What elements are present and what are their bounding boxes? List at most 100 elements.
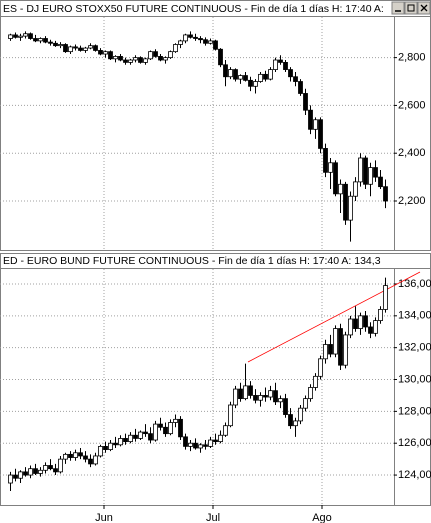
candle-body bbox=[193, 36, 198, 39]
candle-body bbox=[188, 442, 193, 447]
candle-body bbox=[238, 75, 243, 80]
y-tick-label: 2,200 bbox=[398, 195, 426, 207]
candle-body bbox=[18, 35, 23, 38]
candle-body bbox=[58, 44, 63, 47]
candle-body bbox=[113, 56, 118, 60]
candle-body bbox=[288, 69, 293, 78]
candle-body bbox=[263, 73, 268, 80]
y-tick-label: 130,00 bbox=[398, 373, 431, 385]
candle-body bbox=[143, 431, 148, 435]
candle-body bbox=[23, 471, 28, 476]
candle-body bbox=[333, 162, 338, 195]
close-icon bbox=[420, 4, 428, 12]
candle-body bbox=[138, 57, 143, 63]
candle-body bbox=[253, 81, 258, 87]
candle-body bbox=[103, 445, 108, 450]
candle-body bbox=[208, 40, 213, 44]
candle-body bbox=[378, 309, 383, 321]
candle-body bbox=[158, 423, 163, 428]
x-tick-label: Ago bbox=[312, 512, 332, 523]
candle-body bbox=[148, 433, 153, 441]
candle-body bbox=[338, 328, 343, 366]
candle-body bbox=[198, 444, 203, 449]
candle-body bbox=[113, 442, 118, 446]
candle-body bbox=[298, 81, 303, 94]
candle-body bbox=[303, 398, 308, 409]
candle-body bbox=[378, 176, 383, 188]
candle-body bbox=[143, 58, 148, 63]
x-tick-label: Jun bbox=[95, 512, 113, 523]
candle-body bbox=[158, 56, 163, 61]
candle-body bbox=[358, 157, 363, 183]
candle-body bbox=[303, 93, 308, 111]
candle-body bbox=[328, 162, 333, 173]
panel-title: ED - EURO BUND FUTURE CONTINUOUS - Fin d… bbox=[3, 255, 381, 267]
window-buttons[interactable] bbox=[391, 1, 431, 15]
candle-body bbox=[83, 455, 88, 460]
candle-body bbox=[88, 458, 93, 465]
y-tick-label: 134,00 bbox=[398, 310, 431, 322]
candle-body bbox=[373, 167, 378, 178]
candle-body bbox=[118, 56, 123, 61]
candle-body bbox=[168, 51, 173, 59]
candle-body bbox=[368, 326, 373, 334]
candle-body bbox=[348, 318, 353, 336]
title-bar bbox=[1, 254, 430, 268]
candle-body bbox=[268, 390, 273, 398]
candle-body bbox=[28, 33, 33, 39]
candle-body bbox=[83, 47, 88, 51]
maximize-icon bbox=[407, 4, 415, 12]
candle-body bbox=[123, 438, 128, 443]
candle-body bbox=[383, 186, 388, 202]
candle-body bbox=[203, 39, 208, 44]
candle-body bbox=[363, 315, 368, 328]
candle-body bbox=[8, 34, 13, 39]
candle-body bbox=[258, 395, 263, 401]
y-tick-label: 128,00 bbox=[398, 405, 431, 417]
candle-body bbox=[213, 439, 218, 443]
candle-body bbox=[293, 76, 298, 82]
candle-body bbox=[8, 474, 13, 484]
candle-body bbox=[98, 445, 103, 457]
candle-body bbox=[93, 455, 98, 465]
candle-body bbox=[53, 42, 58, 47]
candle-body bbox=[318, 119, 323, 149]
candle-body bbox=[43, 38, 48, 43]
candle-body bbox=[193, 442, 198, 449]
candle-body bbox=[243, 385, 248, 400]
candle-body bbox=[48, 465, 53, 470]
candle-body bbox=[183, 436, 188, 447]
candle-body bbox=[293, 420, 298, 427]
candle-body bbox=[313, 119, 318, 130]
candle-body bbox=[58, 458, 63, 473]
candle-body bbox=[153, 51, 158, 57]
candle-body bbox=[228, 404, 233, 427]
candle-body bbox=[128, 59, 133, 63]
candle-body bbox=[228, 69, 233, 78]
candle-body bbox=[93, 45, 98, 51]
candle-body bbox=[18, 471, 23, 479]
candle-body bbox=[148, 51, 153, 60]
candle-body bbox=[98, 50, 103, 55]
candle-body bbox=[73, 452, 78, 458]
candle-body bbox=[48, 41, 53, 44]
candle-body bbox=[283, 62, 288, 70]
candle-body bbox=[123, 59, 128, 63]
minimize-button[interactable] bbox=[391, 1, 405, 15]
candle-body bbox=[33, 38, 38, 42]
candle-body bbox=[128, 434, 133, 443]
y-tick-label: 124,00 bbox=[398, 469, 431, 481]
candle-body bbox=[348, 195, 353, 221]
candle-body bbox=[273, 59, 278, 70]
y-tick-label: 132,00 bbox=[398, 342, 431, 354]
candle-body bbox=[323, 344, 328, 360]
candle-body bbox=[208, 439, 213, 447]
candle-body bbox=[258, 73, 263, 82]
candle-body bbox=[233, 388, 238, 406]
candle-body bbox=[223, 64, 228, 78]
candle-body bbox=[213, 40, 218, 50]
candle-body bbox=[183, 34, 188, 42]
candle-body bbox=[278, 59, 283, 63]
maximize-button[interactable] bbox=[404, 1, 418, 15]
